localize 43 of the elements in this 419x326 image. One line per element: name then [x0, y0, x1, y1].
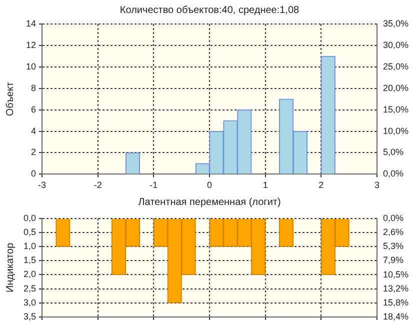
y-tick-label: 3,0	[23, 297, 36, 308]
y-axis-title: Индикатор	[4, 242, 16, 293]
y-tick-label: 2	[30, 147, 36, 158]
y-tick-label: 3,5	[23, 311, 36, 322]
y-tick-label: 0	[30, 168, 36, 179]
y-tick-label: 2,0	[23, 269, 36, 280]
y2-tick-label: 0,0%	[383, 168, 404, 179]
y-axis-title: Объект	[4, 82, 16, 116]
y2-tick-label: 7,9%	[383, 255, 404, 266]
y2-tick-label: 20,0%	[383, 82, 409, 93]
chart-title: Количество объектов:40, среднее:1,08	[120, 4, 300, 16]
y-tick-label: 12	[26, 40, 36, 50]
x-tick-label: 3	[374, 180, 380, 190]
y2-tick-label: 35,0%	[383, 18, 409, 28]
x-tick-label: 0	[206, 180, 212, 190]
x-tick-label: 1	[262, 180, 268, 190]
y2-tick-label: 13,2%	[383, 283, 409, 294]
y2-tick-label: 25,0%	[383, 61, 409, 72]
x-axis-title: Латентная переменная (логит)	[138, 196, 281, 208]
y-tick-label: 8	[30, 82, 36, 93]
y2-tick-label: 10,0%	[383, 126, 409, 136]
y-tick-label: 1,0	[23, 241, 36, 252]
y2-tick-label: 2,6%	[383, 226, 404, 237]
y-tick-label: 1,5	[23, 255, 36, 266]
x-tick-label: -2	[94, 180, 102, 190]
y-tick-label: 0,0	[23, 212, 36, 223]
y2-tick-label: 0,0%	[383, 212, 404, 223]
y2-tick-label: 10,5%	[383, 269, 409, 280]
y-tick-label: 0,5	[23, 226, 36, 237]
y-tick-label: 6	[30, 104, 36, 114]
y-tick-label: 2,5	[23, 283, 36, 294]
y2-tick-label: 30,0%	[383, 40, 409, 50]
y2-tick-label: 15,0%	[383, 104, 409, 114]
y2-tick-label: 5,3%	[383, 241, 404, 252]
y2-tick-label: 5,0%	[383, 147, 404, 158]
y-tick-label: 4	[30, 126, 36, 136]
x-tick-label: -1	[150, 180, 158, 190]
x-tick-label: 2	[318, 180, 324, 190]
x-tick-label: -3	[38, 180, 46, 190]
y2-tick-label: 18,4%	[383, 311, 409, 322]
y-tick-label: 10	[26, 61, 36, 72]
y-tick-label: 14	[26, 18, 36, 28]
y2-tick-label: 15,8%	[383, 297, 409, 308]
